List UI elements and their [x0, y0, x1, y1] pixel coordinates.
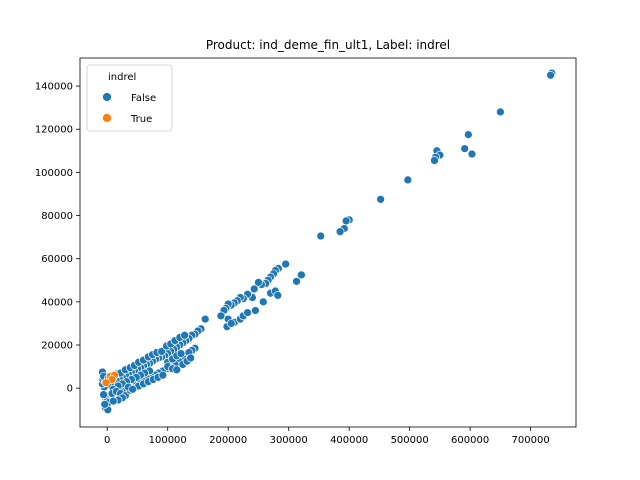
y-axis: 0 20000 40000 60000 80000 100000 120000 140000 — [35, 82, 80, 395]
legend-title: indrel — [108, 72, 136, 83]
data-point — [100, 399, 110, 409]
legend-label-false: False — [131, 93, 156, 104]
y-tick-label: 0 — [67, 384, 73, 395]
y-tick-label: 100000 — [35, 168, 73, 179]
plot-area — [79, 57, 577, 428]
data-point — [99, 390, 108, 399]
x-tick-label: 300000 — [270, 435, 308, 446]
data-point — [180, 330, 189, 340]
data-point — [226, 319, 236, 328]
data-point — [128, 384, 137, 394]
x-tick-label: 200000 — [209, 435, 247, 446]
data-point — [430, 156, 439, 165]
data-point — [101, 378, 111, 388]
y-tick-label: 120000 — [35, 125, 73, 136]
data-point — [463, 130, 473, 139]
x-axis: 0 100000 200000 300000 400000 500000 600000 700… — [104, 427, 550, 446]
data-point — [546, 70, 555, 80]
data-point — [176, 349, 186, 358]
data-point — [292, 276, 301, 286]
data-point — [460, 144, 470, 153]
data-point — [273, 291, 283, 300]
series-true — [101, 370, 119, 388]
data-point — [172, 365, 182, 375]
data-point — [216, 311, 226, 321]
data-point — [281, 259, 291, 269]
data-point — [376, 194, 385, 204]
data-point — [297, 270, 306, 280]
series-false — [98, 68, 557, 415]
y-tick-label: 140000 — [35, 82, 73, 93]
data-point — [258, 297, 268, 307]
data-point — [243, 308, 252, 317]
data-point — [467, 149, 477, 159]
data-point — [403, 175, 413, 185]
data-point — [316, 231, 326, 241]
y-tick-label: 20000 — [41, 341, 73, 352]
data-point — [249, 284, 259, 294]
data-point — [254, 278, 263, 287]
legend-marker-false — [102, 92, 112, 102]
x-tick-label: 400000 — [330, 435, 368, 446]
axes-frame — [79, 57, 577, 428]
data-point — [157, 347, 167, 356]
chart-title: Product: ind_deme_fin_ult1, Label: indre… — [206, 38, 450, 52]
x-tick-label: 500000 — [391, 435, 429, 446]
x-tick-label: 0 — [104, 435, 110, 446]
y-tick-label: 60000 — [41, 254, 73, 265]
legend-marker-true — [102, 113, 112, 123]
x-tick-label: 100000 — [149, 435, 187, 446]
legend: indrel False True — [86, 64, 173, 132]
data-point — [108, 396, 118, 406]
y-tick-label: 40000 — [41, 297, 73, 308]
data-point — [251, 306, 260, 315]
data-point — [200, 314, 210, 324]
legend-label-true: True — [130, 114, 152, 125]
x-tick-label: 700000 — [512, 435, 550, 446]
data-point — [158, 370, 168, 380]
data-point — [341, 216, 351, 226]
x-tick-label: 600000 — [451, 435, 489, 446]
data-point — [335, 227, 345, 237]
data-point — [496, 107, 505, 117]
y-tick-label: 80000 — [41, 211, 73, 222]
data-point — [186, 353, 196, 363]
